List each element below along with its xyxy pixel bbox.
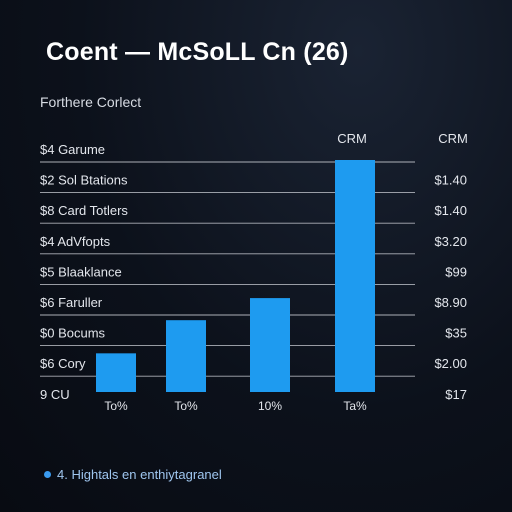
row-label: $4 Garume	[40, 142, 105, 157]
bar	[166, 320, 206, 392]
row-labels: $4 Garume $2 Sol Btations $8 Card Totlers $…	[40, 142, 128, 402]
row-value: $1.40	[434, 173, 467, 188]
row-value: $3.20	[434, 234, 467, 249]
row-label: $8 Card Totlers	[40, 203, 128, 218]
row-label: $2 Sol Btations	[40, 173, 128, 188]
row-value: $99	[445, 264, 467, 279]
row-label: 9 CU	[40, 387, 70, 402]
row-value: $35	[445, 326, 467, 341]
row-value: $1.40	[434, 203, 467, 218]
row-label: $4 AdVfopts	[40, 234, 111, 249]
x-tick-label: Ta%	[343, 399, 367, 413]
row-label: $6 Faruller	[40, 295, 103, 310]
row-label: $5 Blaaklance	[40, 264, 122, 279]
column-header-right: CRM	[438, 131, 468, 146]
footnote: 4. Hightals en enthiytagranel	[44, 467, 222, 482]
bars	[96, 160, 375, 392]
row-value: $17	[445, 387, 467, 402]
chart-title: Coent — McSoLL Cn (26)	[46, 38, 349, 66]
footnote-text: 4. Hightals en enthiytagranel	[57, 467, 222, 482]
row-label: $6 Cory	[40, 356, 86, 371]
row-value: $8.90	[434, 295, 467, 310]
bullet-dot-icon	[44, 471, 51, 478]
bar	[96, 353, 136, 392]
row-values: $1.40 $1.40 $3.20 $99 $8.90 $35 $2.00 $17	[434, 173, 467, 402]
x-tick-label: To%	[104, 399, 128, 413]
row-value: $2.00	[434, 356, 467, 371]
x-tick-label: 10%	[258, 399, 282, 413]
chart-subtitle: Forthere Corlect	[40, 94, 142, 110]
x-tick-labels: To% To% 10% Ta%	[104, 399, 367, 413]
column-header-left: CRM	[337, 131, 367, 146]
bar	[335, 160, 375, 392]
bar	[250, 298, 290, 392]
x-tick-label: To%	[174, 399, 198, 413]
row-label: $0 Bocums	[40, 326, 106, 341]
